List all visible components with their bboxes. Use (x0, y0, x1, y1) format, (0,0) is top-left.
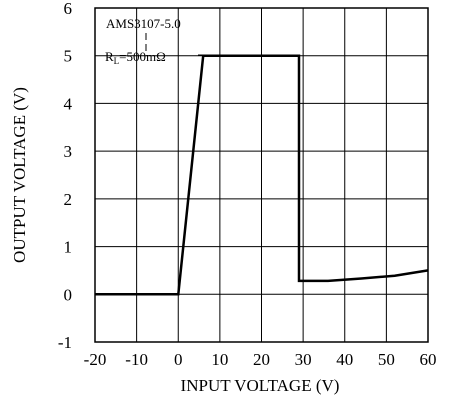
y-tick-label: -1 (58, 333, 72, 352)
x-tick-label: -20 (84, 350, 107, 369)
y-tick-label: 6 (64, 0, 73, 18)
y-tick-label: 3 (64, 142, 73, 161)
x-tick-label: 0 (174, 350, 183, 369)
annotation-load-symbol: R (105, 49, 114, 64)
x-tick-label: 50 (378, 350, 395, 369)
annotation-load-value: =500mΩ (119, 49, 166, 64)
y-axis-title: OUTPUT VOLTAGE (V) (10, 87, 29, 263)
x-tick-label: 40 (336, 350, 353, 369)
x-tick-label: -10 (125, 350, 148, 369)
annotation: AMS3107-5.0 RL=500mΩ (105, 16, 205, 66)
x-tick-label: 30 (295, 350, 312, 369)
series-line (95, 54, 429, 296)
x-tick-labels: -20 -10 0 10 20 30 40 50 60 (84, 350, 437, 369)
annotation-load-subscript: L (114, 56, 120, 66)
annotation-load: RL=500mΩ (105, 49, 166, 66)
y-tick-labels: -1 0 1 2 3 4 5 6 (58, 0, 73, 352)
annotation-model: AMS3107-5.0 (106, 16, 181, 31)
x-axis-title: INPUT VOLTAGE (V) (181, 376, 340, 395)
y-tick-label: 0 (64, 285, 73, 304)
y-tick-label: 4 (64, 94, 73, 113)
y-tick-label: 5 (64, 47, 73, 66)
x-tick-label: 20 (253, 350, 270, 369)
plot-frame (94, 7, 429, 343)
x-tick-label: 10 (211, 350, 228, 369)
x-tick-label: 60 (420, 350, 437, 369)
y-tick-label: 1 (64, 238, 73, 257)
y-tick-label: 2 (64, 190, 73, 209)
